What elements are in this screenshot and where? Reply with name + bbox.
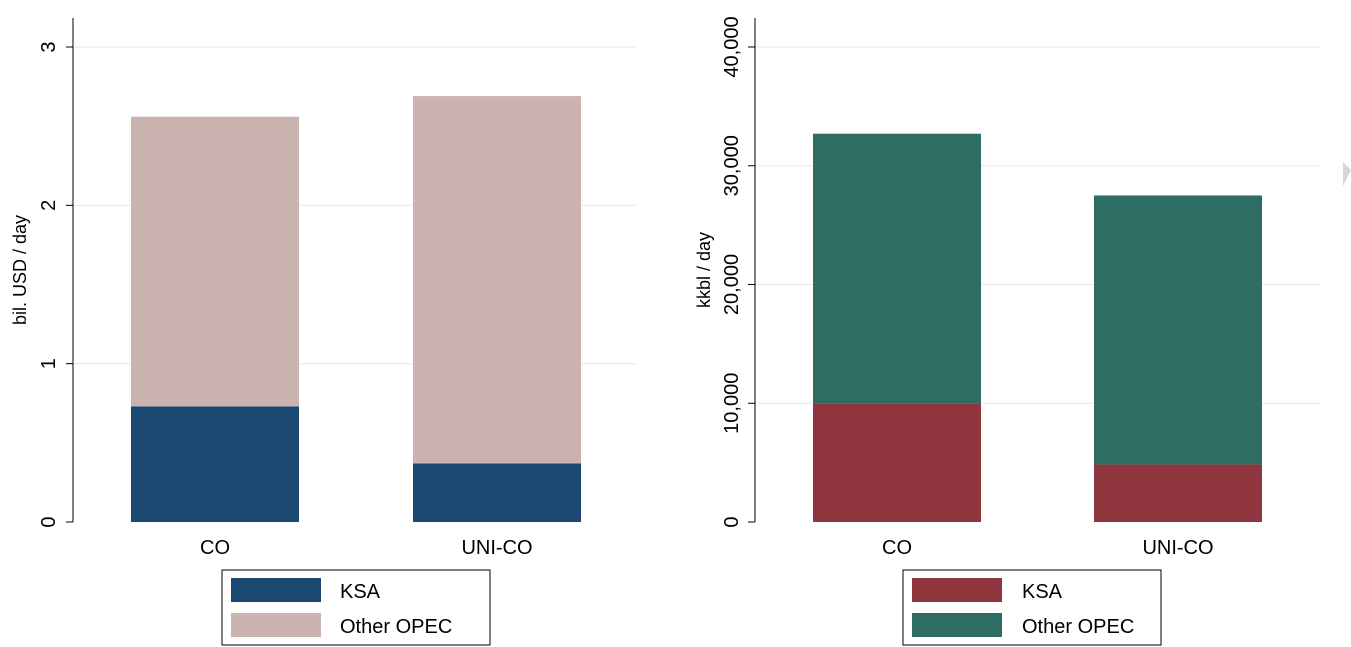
chart-panel-volume: 0 10,000 20,000 30,000 40,000 kkbl / day CO U…	[694, 16, 1320, 646]
x-tick-label: CO	[200, 537, 230, 559]
bar-other-opec-uni-co	[413, 96, 581, 464]
y-axis-label: bil. USD / day	[10, 215, 30, 325]
legend: KSA Other OPEC	[902, 569, 1162, 646]
y-tick-label: 0	[721, 516, 743, 527]
y-tick-label: 0	[38, 516, 60, 527]
chevron-right-icon	[1343, 162, 1351, 186]
bar-ksa-co	[131, 406, 299, 522]
bar-ksa-uni-co	[1094, 464, 1262, 522]
legend-swatch-other-opec	[231, 613, 321, 637]
legend-label-other-opec: Other OPEC	[1022, 616, 1134, 638]
y-tick-label: 40,000	[721, 16, 743, 77]
legend-swatch-ksa	[231, 578, 321, 602]
legend-label-ksa: KSA	[340, 581, 381, 603]
bar-other-opec-co	[813, 133, 981, 404]
bar-other-opec-co	[131, 116, 299, 407]
y-tick-label: 2	[38, 200, 60, 211]
x-tick-label: UNI-CO	[461, 537, 532, 559]
y-tick-label: 10,000	[721, 373, 743, 434]
legend-label-other-opec: Other OPEC	[340, 616, 452, 638]
legend-label-ksa: KSA	[1022, 581, 1063, 603]
legend-swatch-other-opec	[912, 613, 1002, 637]
y-tick-label: 3	[38, 41, 60, 52]
legend-swatch-ksa	[912, 578, 1002, 602]
x-tick-label: UNI-CO	[1142, 537, 1213, 559]
y-axis-label: kkbl / day	[694, 232, 714, 308]
chart-panel-value: 0 1 2 3 bil. USD / day CO UNI-CO KSA Other O…	[10, 18, 637, 646]
bar-ksa-co	[813, 403, 981, 522]
bar-other-opec-uni-co	[1094, 195, 1262, 465]
y-tick-label: 30,000	[721, 135, 743, 196]
bar-ksa-uni-co	[413, 463, 581, 522]
y-tick-label: 1	[38, 358, 60, 369]
x-tick-label: CO	[882, 537, 912, 559]
y-tick-label: 20,000	[721, 254, 743, 315]
legend: KSA Other OPEC	[221, 569, 491, 646]
